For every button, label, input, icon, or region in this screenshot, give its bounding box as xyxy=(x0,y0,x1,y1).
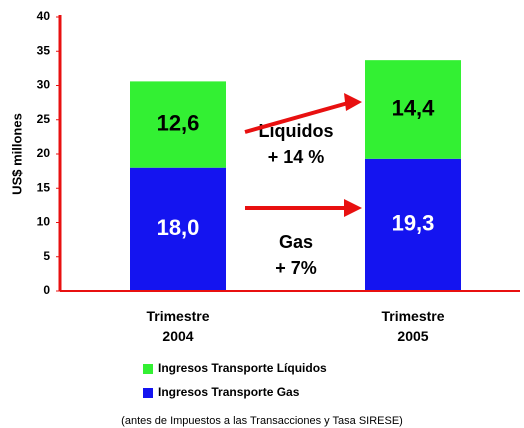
arrow xyxy=(244,93,362,134)
y-axis-label: US$ millones xyxy=(9,113,24,195)
y-tick-label: 0 xyxy=(43,283,50,297)
value-label: 19,3 xyxy=(392,211,435,236)
bar-segment xyxy=(365,60,461,159)
y-tick-label: 10 xyxy=(37,215,51,229)
bar-segment xyxy=(130,81,226,168)
legend-swatch xyxy=(143,364,153,374)
arrow xyxy=(245,199,362,217)
y-tick-label: 30 xyxy=(37,78,51,92)
legend-label: Ingresos Transporte Líquidos xyxy=(158,361,327,375)
legend-swatch xyxy=(143,388,153,398)
y-tick-label: 5 xyxy=(43,249,50,263)
value-label: 14,4 xyxy=(392,95,436,120)
value-label: 12,6 xyxy=(157,110,200,135)
value-label: 18,0 xyxy=(157,215,200,240)
y-tick-label: 15 xyxy=(37,180,51,194)
y-tick-label: 35 xyxy=(37,43,51,57)
legend-label: Ingresos Transporte Gas xyxy=(158,385,300,399)
y-tick-label: 40 xyxy=(37,9,51,23)
bar-segment xyxy=(130,167,226,291)
bar-segment xyxy=(365,158,461,291)
y-tick-label: 25 xyxy=(37,112,51,126)
annotation: Gas xyxy=(279,232,313,252)
y-tick-label: 20 xyxy=(37,146,51,160)
x-tick-label: Trimestre 2004 xyxy=(146,308,210,344)
x-tick-label: Trimestre 2005 xyxy=(381,308,445,344)
annotation: + 14 % xyxy=(268,147,325,167)
annotation: Líquidos xyxy=(259,121,334,141)
note: (antes de Impuestos a las Transacciones … xyxy=(121,415,403,427)
annotation: + 7% xyxy=(275,258,317,278)
